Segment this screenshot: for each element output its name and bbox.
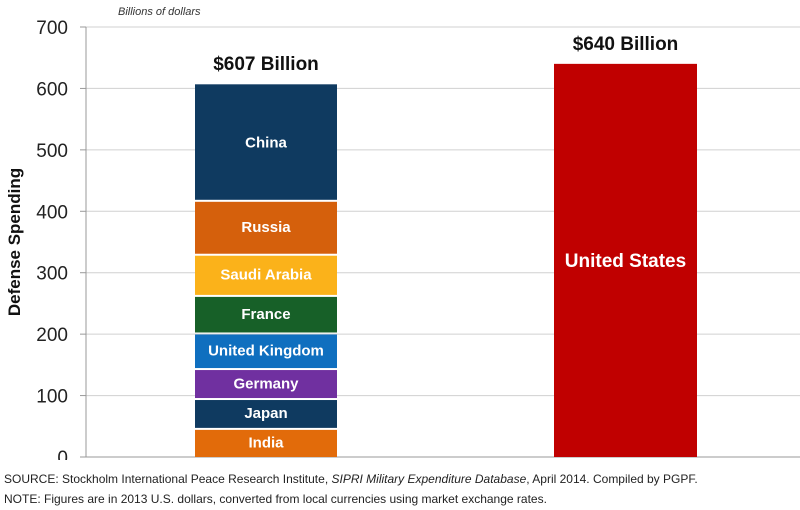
bar-segment-united-kingdom [195,334,337,369]
bar-segment-united-states [554,63,697,457]
stacked-bar-chart: 0 100 200 300 400 500 600 700 Billions of dollar… [5,6,800,460]
bar-total-label: $640 Billion [573,34,679,55]
segment-label: France [241,306,290,323]
y-tick-label: 0 [57,448,68,460]
source-database: SIPRI Military Expenditure Database [331,472,527,486]
y-tick-label: 600 [36,79,68,100]
y-tick-label: 200 [36,325,68,346]
source-suffix: , April 2014. Compiled by PGPF. [526,472,698,486]
y-tick-label: 100 [36,387,68,408]
y-tick-label: 500 [36,141,68,162]
segment-label: Russia [241,219,291,236]
segment-label: United States [565,251,686,272]
bar-segment-germany [195,370,337,399]
bar-total-label: $607 Billion [213,54,319,75]
bar-segment-japan [195,400,337,428]
segment-label: Germany [233,375,299,392]
y-tick-label: 300 [36,264,68,285]
segment-label: Saudi Arabia [220,267,312,284]
segment-label: United Kingdom [208,343,324,360]
bar-segment-china [195,84,337,200]
segment-label: India [248,435,284,452]
y-tick-label: 400 [36,202,68,223]
bar-segment-saudi-arabia [195,255,337,295]
y-axis-label: Defense Spending [5,168,24,316]
segment-label: Japan [244,405,287,422]
y-tick-label: 700 [36,18,68,39]
bar-segment-india [195,429,337,457]
bar-segment-france [195,296,337,333]
footnote: NOTE: Figures are in 2013 U.S. dollars, … [4,492,547,506]
bar-segment-russia [195,201,337,254]
chart-subtitle: Billions of dollars [118,6,201,18]
segment-label: China [245,134,287,151]
source-note: SOURCE: Stockholm International Peace Re… [4,472,698,486]
source-prefix: SOURCE: Stockholm International Peace Re… [4,472,332,486]
